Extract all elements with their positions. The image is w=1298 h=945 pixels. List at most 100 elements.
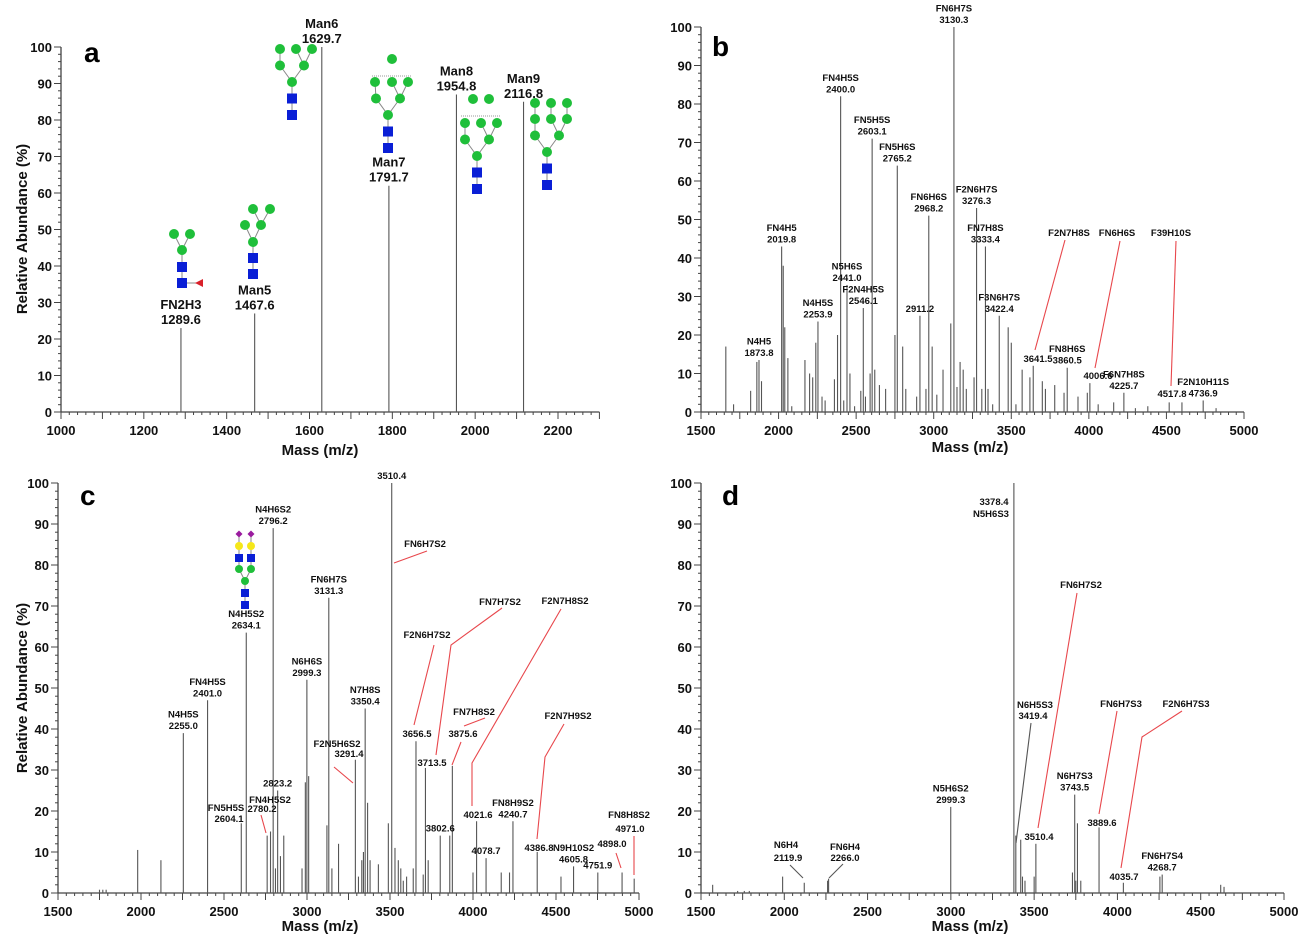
glcnac-square-icon — [247, 554, 255, 562]
annotation-composition: FN5H6S — [879, 142, 915, 153]
glycan-fn2h3 — [169, 229, 203, 288]
annotation-composition: N4H5S — [168, 710, 199, 721]
mannose-circle-icon — [530, 114, 540, 124]
glcnac-square-icon — [287, 110, 297, 120]
x-tick-label: 1500 — [44, 904, 73, 919]
annotation-mass: 1289.6 — [161, 312, 201, 327]
x-tick-label: 2500 — [853, 904, 882, 919]
panel-letter: a — [84, 37, 100, 68]
annotation-composition: FN6H7S — [936, 4, 972, 15]
mannose-circle-icon — [468, 94, 478, 104]
annotation-mass: 4035.7 — [1109, 872, 1138, 883]
peak-annotation: 4006.6 FN6H6S — [1083, 228, 1135, 382]
annotation-composition: F2N4H5S — [842, 285, 884, 296]
annotation-mass: 4736.9 — [1189, 388, 1218, 399]
x-tick-label: 4500 — [1186, 904, 1215, 919]
annotation-composition: F39H10S — [1151, 228, 1191, 239]
annotation-composition: N4H5 — [747, 337, 772, 348]
panel-b: 1500 2000 2500 3000 3500 4000 4500 5000 0 10 20 30 4… — [670, 4, 1258, 457]
annotation-composition: N5H6S — [832, 261, 863, 272]
mannose-circle-icon — [403, 77, 413, 87]
panel-d: 1500 2000 2500 3000 3500 4000 4500 5000 0 10 20 30 4… — [670, 476, 1298, 935]
glcnac-square-icon — [235, 554, 243, 562]
annotation-mass: 2604.1 — [214, 814, 244, 825]
mannose-circle-icon — [235, 565, 243, 573]
y-tick-label: 10 — [678, 845, 692, 860]
x-tick-label: 4000 — [1074, 423, 1103, 438]
annotation-mass: 3656.5 — [402, 729, 432, 740]
annotation-composition: N6H7S3 — [1057, 771, 1093, 782]
mannose-circle-icon — [275, 60, 285, 71]
mannose-circle-icon — [256, 220, 266, 230]
mannose-circle-icon — [247, 565, 255, 573]
annotation-composition: FN4H5S — [822, 73, 858, 84]
annotation-mass: 3378.4 — [979, 497, 1009, 508]
peak-annotation: 3889.6 FN6H7S3 — [1087, 699, 1141, 829]
annotation-mass: 1791.7 — [369, 170, 409, 185]
mannose-circle-icon — [275, 44, 285, 54]
annotation-composition: F2N5H6S2 — [314, 739, 361, 750]
x-axis-title: Mass (m/z) — [932, 918, 1009, 935]
annotation-mass: 3875.6 — [448, 729, 477, 740]
x-tick-label: 1600 — [295, 423, 324, 438]
x-tick-label: 4500 — [542, 904, 571, 919]
x-tick-label: 5000 — [625, 904, 654, 919]
y-tick-label: 100 — [30, 40, 52, 55]
annotation-mass: 4971.0 — [615, 824, 644, 835]
y-tick-label: 20 — [678, 804, 692, 819]
mannose-circle-icon — [546, 114, 556, 124]
leader-line — [393, 550, 428, 564]
annotation-composition: FN6H6S — [911, 192, 947, 203]
annotation-mass: 2401.0 — [193, 688, 222, 699]
glcnac-square-icon — [287, 93, 297, 104]
peak-annotation: 4971.0 FN8H8S2 — [608, 810, 650, 875]
mannose-circle-icon — [177, 245, 187, 255]
annotation-mass: 2999.3 — [292, 668, 321, 679]
sialic-acid-diamond-icon — [247, 530, 255, 538]
annotation-composition: F2N6H7S3 — [1163, 699, 1210, 710]
annotation-composition: F2N6H7S2 — [404, 630, 451, 641]
annotation-mass: 2911.2 — [906, 304, 935, 315]
peak-annotation: 3641.5 F2N7H8S — [1023, 228, 1089, 365]
peak-annotation: 4021.6 F2N7H8S2 — [463, 596, 588, 821]
y-tick-label: 30 — [678, 290, 692, 305]
leader-line — [413, 644, 435, 726]
leader-line — [1037, 592, 1078, 829]
x-tick-label: 1000 — [47, 423, 76, 438]
y-tick-label: 40 — [35, 722, 49, 737]
y-tick-label: 40 — [38, 259, 52, 274]
annotation-composition: F6N7H8S — [1103, 369, 1145, 380]
mannose-circle-icon — [562, 98, 572, 108]
mannose-circle-icon — [387, 77, 397, 87]
peak-annotation: 3802.6 — [426, 824, 455, 835]
fucose-triangle-icon — [195, 279, 203, 287]
leader-line — [451, 741, 462, 766]
y-tick-label: 90 — [35, 517, 49, 532]
mannose-circle-icon — [185, 229, 195, 239]
peak-annotation: 2911.2 — [906, 304, 935, 315]
peak-annotation: 3656.5 F2N6H7S2 — [402, 630, 450, 740]
annotation-composition: FN7H7S2 — [479, 597, 521, 608]
glcnac-square-icon — [177, 278, 187, 288]
mannose-circle-icon — [265, 204, 275, 214]
y-axis-title: Relative Abundance (%) — [14, 603, 31, 773]
glycan-man8 — [460, 94, 502, 194]
annotation-composition: FN6H6S — [1099, 228, 1135, 239]
glycan-man7 — [370, 54, 413, 153]
annotation-mass: 3802.6 — [426, 824, 455, 835]
y-tick-label: 60 — [35, 640, 49, 655]
mannose-circle-icon — [291, 44, 301, 54]
peak-annotation: 4078.7 — [472, 846, 501, 857]
annotation-mass: 4078.7 — [472, 846, 501, 857]
